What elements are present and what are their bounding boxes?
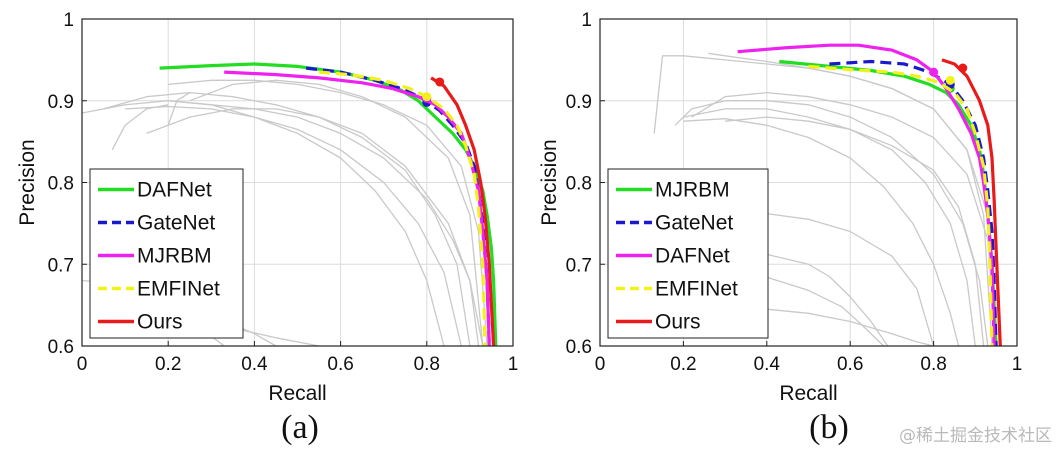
- y-tick-label: 0.9: [566, 92, 592, 113]
- y-axis-label: Precision: [16, 139, 39, 225]
- background-curve: [81, 100, 480, 347]
- legend: MJRBM GateNet DAFNet EMFINet Ours: [607, 168, 769, 339]
- series-line-emfinet: [808, 64, 994, 347]
- x-tick-label: 0.4: [754, 354, 781, 375]
- series-line-dafnet: [159, 62, 498, 347]
- background-curve: [683, 118, 960, 347]
- background-curve: [125, 105, 462, 347]
- x-tick-label: 1: [508, 354, 519, 375]
- background-curve: [168, 79, 488, 347]
- x-tick-label: 0.8: [414, 354, 440, 375]
- series-line-ours: [430, 76, 496, 347]
- series-marker-ours: [435, 77, 445, 87]
- y-tick-label: 0.7: [566, 255, 592, 276]
- background-curve: [708, 52, 993, 347]
- background-curve: [691, 91, 997, 347]
- x-tick-label: 0.2: [670, 354, 696, 375]
- y-tick-label: 1: [581, 10, 592, 31]
- x-tick-label: 1: [1012, 354, 1023, 375]
- legend-label-ours: Ours: [137, 311, 183, 334]
- x-tick-label: 0: [77, 354, 88, 375]
- y-tick-label: 0.8: [566, 174, 592, 195]
- x-tick-label: 0.6: [837, 354, 863, 375]
- series-marker-ours: [958, 63, 968, 73]
- background-curve: [683, 108, 976, 347]
- x-tick-label: 0.2: [155, 354, 181, 375]
- legend-label-gatenet: GateNet: [655, 212, 733, 235]
- legend-label-dafnet: DAFNet: [137, 179, 212, 202]
- chart-panel-a: 0 0.2 0.4 0.6 0.8 1 0.6 0.7 0.8 0.9 1 Recall Precisi…: [16, 10, 518, 405]
- background-curve: [168, 100, 445, 347]
- x-tick-label: 0: [595, 354, 606, 375]
- caption-b: (b): [809, 409, 849, 446]
- x-tick-label: 0.6: [327, 354, 353, 375]
- background-curve: [111, 104, 169, 151]
- series-marker-dafnet: [929, 67, 939, 77]
- legend-box: [89, 168, 244, 339]
- x-tick-label: 0.4: [241, 354, 268, 375]
- y-tick-label: 0.6: [48, 337, 74, 358]
- series-line-mjrbm: [224, 70, 491, 347]
- legend-label-gatenet: GateNet: [137, 212, 215, 235]
- y-tick-label: 0.7: [48, 255, 74, 276]
- background-curve: [167, 92, 191, 126]
- y-tick-label: 0.8: [48, 174, 74, 195]
- legend-label-emfinet: EMFINet: [137, 278, 220, 301]
- series-marker-emfinet: [422, 92, 432, 102]
- chart-panel-b: 0 0.2 0.4 0.6 0.8 1 0.6 0.7 0.8 0.9 1 Recall Precisi…: [538, 10, 1022, 405]
- legend-label-mjrbm: MJRBM: [137, 245, 212, 268]
- legend-label-dafnet: DAFNet: [655, 245, 730, 268]
- x-tick-label: 0.8: [920, 354, 946, 375]
- legend: DAFNet GateNet MJRBM EMFINet Ours: [89, 168, 244, 339]
- legend-label-emfinet: EMFINet: [655, 278, 738, 301]
- watermark-text: @稀土掘金技术社区: [899, 426, 1052, 446]
- y-axis-label: Precision: [538, 139, 561, 225]
- x-axis-label: Recall: [779, 382, 837, 405]
- caption-a: (a): [281, 409, 319, 446]
- y-tick-label: 1: [63, 10, 74, 31]
- legend-box: [607, 168, 769, 339]
- background-curve: [189, 79, 484, 347]
- background-curve: [725, 116, 985, 347]
- legend-label-ours: Ours: [655, 311, 701, 334]
- y-tick-label: 0.6: [566, 337, 592, 358]
- series-marker-emfinet: [945, 75, 955, 85]
- series-line-emfinet: [318, 70, 487, 347]
- x-axis-label: Recall: [268, 382, 326, 405]
- y-tick-label: 0.9: [48, 92, 74, 113]
- background-curve: [146, 108, 484, 347]
- legend-label-mjrbm: MJRBM: [655, 179, 730, 202]
